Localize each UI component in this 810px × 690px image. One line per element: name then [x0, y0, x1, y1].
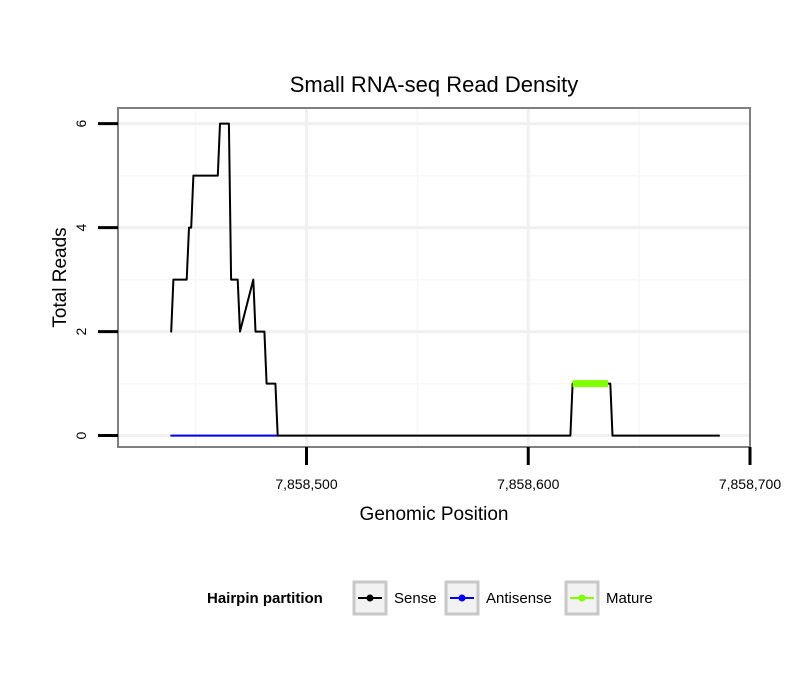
y-axis-title: Total Reads	[50, 227, 71, 327]
grid-lines	[118, 108, 750, 447]
legend: Hairpin partition Sense Antisense Mature	[207, 580, 653, 616]
y-tick-label: 2	[73, 327, 89, 335]
y-tick-label: 0	[73, 431, 89, 439]
x-tick-label: 7,858,500	[275, 476, 337, 492]
axis-ticks: 7,858,500 7,858,600 7,858,700 0 2 4 6	[73, 119, 781, 492]
series-layer	[170, 122, 720, 437]
legend-title: Hairpin partition	[207, 590, 323, 607]
legend-label-sense: Sense	[394, 590, 437, 607]
plot-panel-border	[117, 107, 751, 448]
x-tick-label: 7,858,600	[497, 476, 559, 492]
legend-label-mature: Mature	[606, 590, 653, 607]
legend-point-sense	[366, 594, 374, 602]
legend-label-antisense: Antisense	[486, 590, 552, 607]
y-tick-label: 6	[73, 119, 89, 127]
series-line-sense	[170, 122, 720, 437]
legend-point-mature	[578, 594, 586, 602]
chart-title: Small RNA-seq Read Density	[290, 72, 579, 97]
x-tick-label: 7,858,700	[719, 476, 781, 492]
legend-point-antisense	[458, 594, 466, 602]
x-axis-title: Genomic Position	[360, 504, 509, 525]
y-tick-label: 4	[73, 223, 89, 231]
